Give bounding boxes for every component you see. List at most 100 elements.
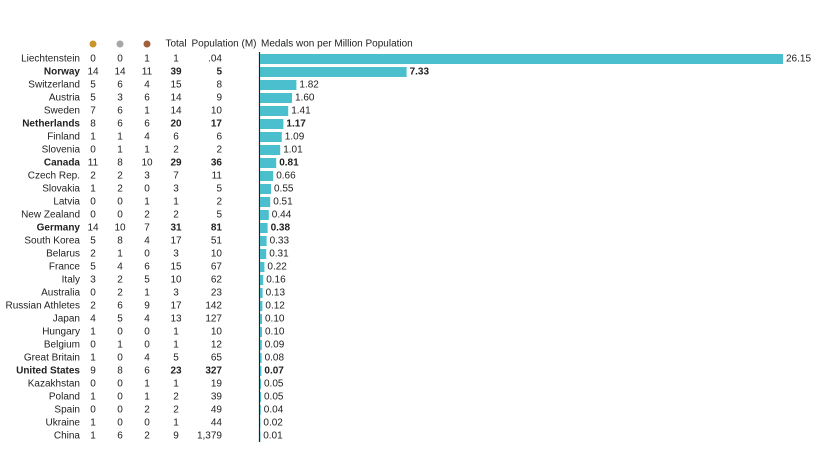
bar [260,366,262,376]
bar [260,119,284,129]
bar [260,223,268,233]
medal-count: 1 [90,392,96,403]
medal-icon [89,40,97,48]
population: 39 [211,392,223,403]
total-count: 17 [170,236,182,247]
medal-count: 2 [117,288,123,299]
population: 2 [216,145,222,156]
medal-count: 6 [117,80,123,91]
country-label: Ukraine [46,418,81,429]
total-count: 3 [173,288,179,299]
medal-count: 0 [117,392,123,403]
total-count: 2 [173,210,179,221]
medal-count: 14 [114,67,126,78]
total-count: 3 [173,249,179,260]
medal-count: 5 [144,275,150,286]
total-count: 3 [173,184,179,195]
bar [260,353,262,363]
country-label: Liechtenstein [21,54,80,65]
medal-count: 0 [117,327,123,338]
medal-count: 1 [144,379,150,390]
bar [260,327,262,337]
value-label: 1.17 [286,119,306,130]
population: 10 [211,106,223,117]
value-label: 0.05 [264,392,284,403]
total-count: 29 [170,158,182,169]
total-count: 1 [173,327,179,338]
country-label: Netherlands [22,119,80,130]
value-label: 0.04 [264,405,284,416]
value-label: 0.10 [265,327,285,338]
medal-count: 1 [90,431,96,442]
country-label: Belgium [44,340,80,351]
population: .04 [208,54,222,65]
country-label: Italy [62,275,80,286]
medal-count: 5 [90,93,96,104]
bar [260,54,783,64]
total-count: 15 [170,262,182,273]
medal-count: 7 [144,223,150,234]
population: 327 [205,366,222,377]
total-count: 31 [170,223,182,234]
total-count: 13 [170,314,182,325]
value-label: 1.82 [299,80,319,91]
value-label: 0.81 [279,158,299,169]
bar [260,171,274,181]
value-label: 0.16 [266,275,286,286]
medal-count: 0 [144,249,150,260]
bar [260,314,262,324]
value-label: 0.22 [267,262,287,273]
total-count: 2 [173,392,179,403]
medal-count: 6 [144,119,150,130]
total-count: 1 [173,197,179,208]
medal-count: 6 [117,119,123,130]
medal-count: 14 [87,223,99,234]
medal-count: 0 [90,210,96,221]
population: 81 [211,223,223,234]
country-label: Slovakia [42,184,80,195]
total-count: 6 [173,132,179,143]
medal-count: 0 [144,327,150,338]
medal-count: 5 [90,80,96,91]
medal-count: 0 [117,379,123,390]
medal-count: 1 [117,249,123,260]
bar [260,340,262,350]
bar [260,197,271,207]
medal-count: 8 [117,158,123,169]
total-header: Total [165,39,186,50]
population: 62 [211,275,223,286]
medal-count: 6 [117,106,123,117]
medal-count: 5 [90,262,96,273]
medal-count: 1 [90,418,96,429]
population: 17 [211,119,223,130]
medal-count: 0 [117,405,123,416]
bar [260,145,281,155]
medal-count: 2 [90,171,96,182]
value-label: 0.10 [265,314,285,325]
country-label: France [49,262,81,273]
medal-count: 3 [117,93,123,104]
medal-count: 0 [90,288,96,299]
population: 51 [211,236,223,247]
population-header: Population (M) [191,39,256,50]
chart-title: Medals won per Million Population [261,39,413,50]
total-count: 39 [170,67,182,78]
bar [260,93,292,103]
total-count: 1 [173,54,179,65]
medal-count: 2 [144,405,150,416]
country-label: Belarus [46,249,80,260]
medal-count: 1 [117,145,123,156]
medal-count: 1 [90,353,96,364]
medal-count: 0 [144,418,150,429]
country-label: United States [16,366,80,377]
bar [260,80,297,90]
medal-icon [116,40,124,48]
medal-count: 0 [117,54,123,65]
medal-count: 5 [90,236,96,247]
medal-count: 0 [117,210,123,221]
bar [260,262,265,272]
medal-count: 6 [144,93,150,104]
value-label: 1.60 [295,93,315,104]
population: 6 [216,132,222,143]
